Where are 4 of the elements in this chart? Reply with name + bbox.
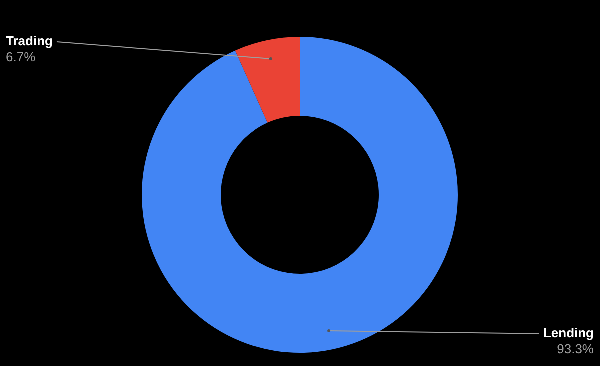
data-label: 93.3% (557, 342, 594, 357)
data-label: 6.7% (6, 50, 36, 65)
slice-label: Trading (6, 34, 54, 49)
slice-label: Lending (543, 326, 594, 341)
